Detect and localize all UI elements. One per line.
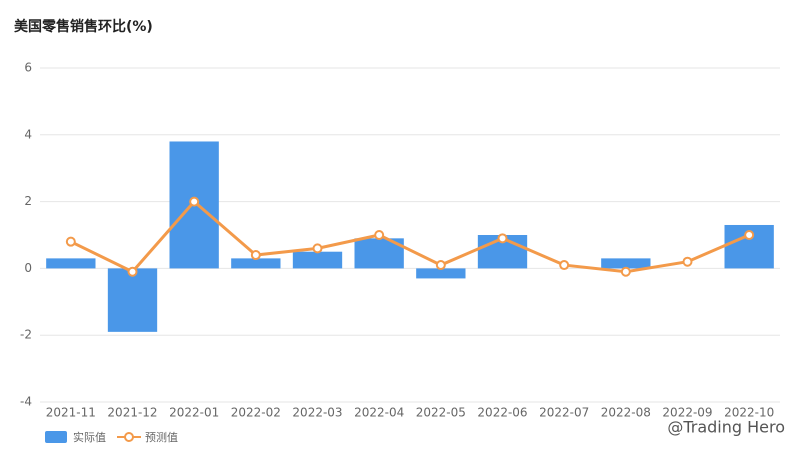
x-tick-label: 2022-01: [169, 406, 219, 420]
y-tick-label: -2: [20, 328, 32, 342]
x-tick-label: 2022-10: [724, 406, 774, 420]
legend-swatch: [124, 432, 134, 442]
watermark: @Trading Hero: [667, 418, 785, 437]
point: [744, 230, 755, 240]
x-tick-label: 2022-05: [416, 406, 466, 420]
x-tick-label: 2022-09: [662, 406, 712, 420]
x-tick-label: 2021-12: [107, 406, 157, 420]
x-tick-label: 2021-11: [46, 406, 96, 420]
x-tick-label: 2022-07: [539, 406, 589, 420]
point: [65, 236, 76, 247]
point: [620, 266, 631, 277]
x-tick-label: 2022-02: [231, 406, 281, 420]
point: [312, 243, 323, 254]
bar: [46, 258, 96, 269]
y-tick-label: 6: [24, 61, 32, 75]
point: [374, 230, 385, 240]
point: [127, 266, 138, 277]
bar: [292, 251, 343, 269]
bar: [107, 268, 158, 332]
bar: [601, 258, 651, 269]
point: [559, 260, 570, 271]
legend-swatch: [45, 431, 67, 443]
bar: [231, 258, 281, 269]
legend-label: 预测值: [145, 431, 178, 444]
y-tick-label: 2: [24, 194, 32, 208]
x-tick-label: 2022-03: [292, 406, 342, 420]
point: [435, 260, 446, 271]
legend-label: 实际值: [73, 430, 106, 444]
x-tick-label: 2022-06: [477, 406, 527, 420]
point: [250, 250, 261, 261]
line: [70, 199, 750, 274]
y-tick-label: 0: [24, 261, 32, 275]
bar: [416, 268, 466, 279]
point: [189, 196, 200, 207]
y-tick-label: -4: [20, 395, 32, 409]
point: [682, 256, 693, 267]
point: [497, 233, 508, 244]
y-tick-label: 4: [24, 127, 32, 141]
chart-title: 美国零售销售环比(%): [14, 18, 153, 35]
x-tick-label: 2022-04: [354, 406, 404, 420]
x-tick-label: 2022-08: [601, 406, 651, 420]
